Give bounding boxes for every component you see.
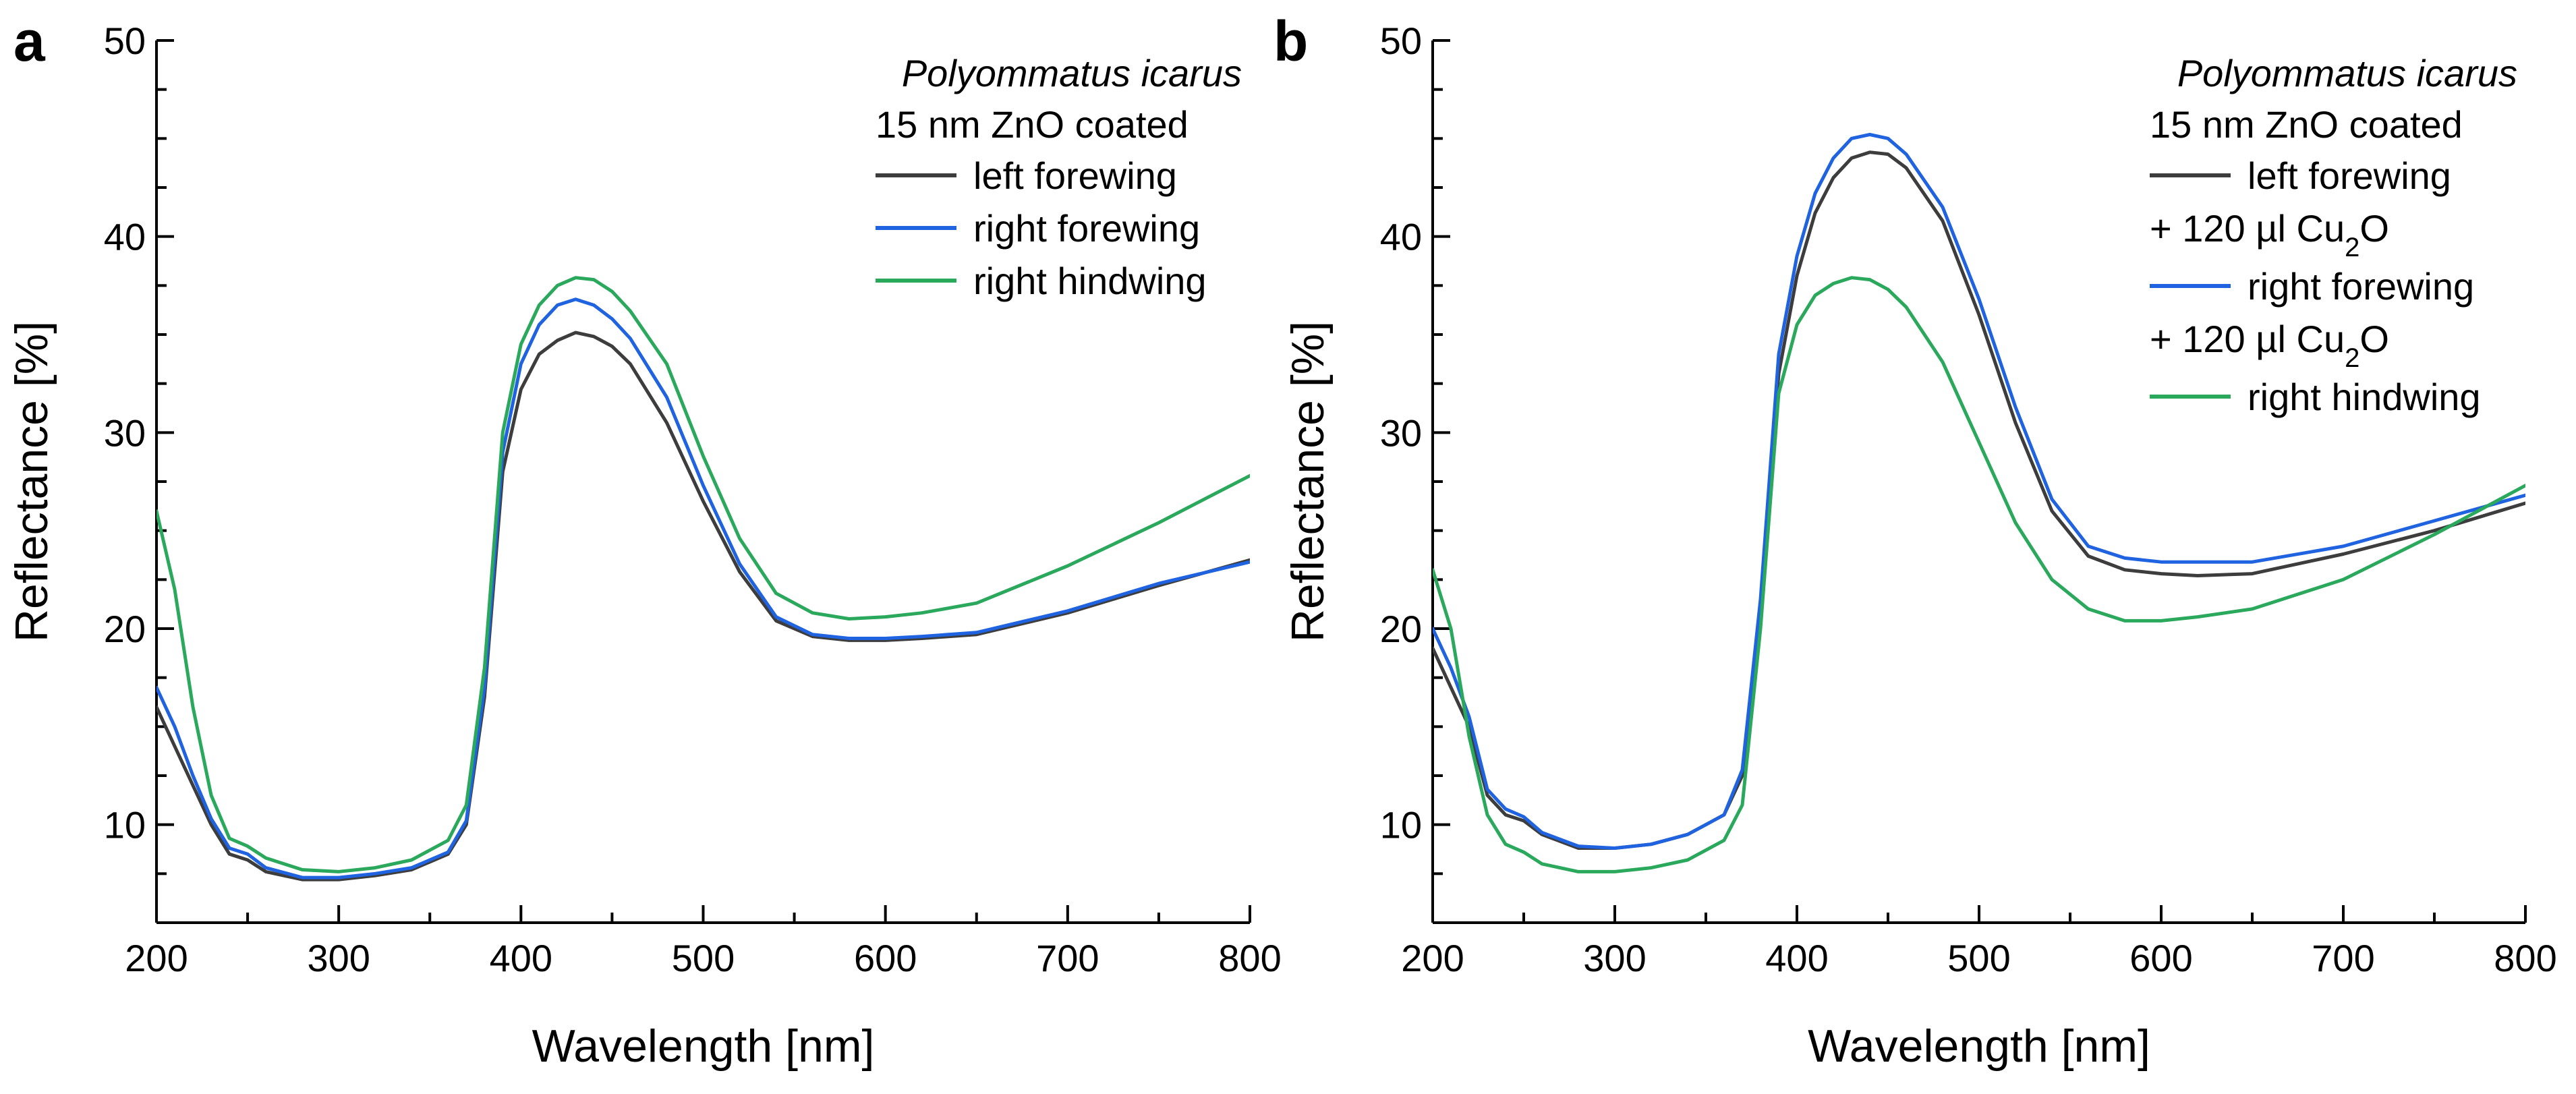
legend: Polyommatus icarus 15 nm ZnO coated left f… <box>2150 52 2517 418</box>
x-tick-label: 300 <box>307 937 370 979</box>
legend-label: left forewing <box>2248 154 2451 197</box>
x-tick-label: 200 <box>1401 937 1464 979</box>
series-line-right-forewing <box>1433 133 2525 850</box>
y-tick-label: 30 <box>1380 411 1422 454</box>
y-tick-label: 10 <box>1380 804 1422 846</box>
panel-letter: a <box>13 9 46 73</box>
x-tick-label: 500 <box>1947 937 2010 979</box>
x-tick-label: 600 <box>2129 937 2192 979</box>
x-tick-label: 700 <box>1036 937 1099 979</box>
x-tick-label: 400 <box>1765 937 1828 979</box>
panel-letter: b <box>1273 9 1308 73</box>
y-tick-label: 30 <box>104 411 146 454</box>
series-line-right-hindwing <box>156 276 1250 873</box>
x-tick-label: 500 <box>672 937 735 979</box>
x-tick-label: 600 <box>854 937 917 979</box>
legend-label: right forewing <box>2248 265 2474 308</box>
x-axis-title: Wavelength [nm] <box>532 1020 875 1072</box>
y-tick-label: 40 <box>104 216 146 258</box>
x-tick-label: 200 <box>125 937 188 979</box>
legend-label: right hindwing <box>2248 376 2481 418</box>
legend-title: Polyommatus icarus <box>902 52 1242 94</box>
x-tick-label: 800 <box>2494 937 2556 979</box>
legend-additive-subscript: 2 <box>2345 343 2359 373</box>
x-tick-label: 400 <box>490 937 552 979</box>
legend-label: right hindwing <box>973 260 1207 302</box>
y-tick-label: 50 <box>104 20 146 62</box>
x-tick-label: 300 <box>1583 937 1646 979</box>
y-axis-title: Reflectance [%] <box>1282 321 1334 642</box>
y-tick-label: 50 <box>1380 20 1422 62</box>
series-line-left-forewing <box>1433 150 2525 850</box>
legend-subtitle: 15 nm ZnO coated <box>876 103 1189 146</box>
x-tick-label: 700 <box>2312 937 2374 979</box>
y-tick-label: 20 <box>1380 608 1422 650</box>
y-tick-label: 10 <box>104 804 146 846</box>
series-line-left-forewing <box>156 330 1250 882</box>
series-line-right-hindwing <box>1433 276 2525 873</box>
legend-additive-suffix: O <box>2359 207 2389 250</box>
series-line-right-forewing <box>156 297 1250 880</box>
x-axis-title: Wavelength [nm] <box>1808 1020 2150 1072</box>
y-tick-label: 40 <box>1380 216 1422 258</box>
legend-label: left forewing <box>973 154 1177 197</box>
legend-additive-subscript: 2 <box>2345 233 2359 262</box>
legend-additive: + 120 µl Cu2O <box>2150 318 2389 373</box>
legend-label: right forewing <box>973 207 1200 250</box>
legend: Polyommatus icarus 15 nm ZnO coated left f… <box>876 52 1242 302</box>
legend-subtitle: 15 nm ZnO coated <box>2150 103 2463 146</box>
legend-additive-suffix: O <box>2359 318 2389 360</box>
x-tick-label: 800 <box>1218 937 1281 979</box>
y-tick-label: 20 <box>104 608 146 650</box>
legend-title: Polyommatus icarus <box>2177 52 2517 94</box>
panel-b: b 200 300 400 500 600 700 800 10 20 30 40 50 Waveleng… <box>1273 9 2557 1072</box>
legend-additive: + 120 µl Cu2O <box>2150 207 2389 262</box>
panel-a: a 200 300 400 500 600 700 800 10 20 30 40 50 Waveleng… <box>6 9 1282 1072</box>
y-axis-title: Reflectance [%] <box>6 321 57 642</box>
legend-additive-text: + 120 µl Cu <box>2150 207 2345 250</box>
legend-additive-text: + 120 µl Cu <box>2150 318 2345 360</box>
